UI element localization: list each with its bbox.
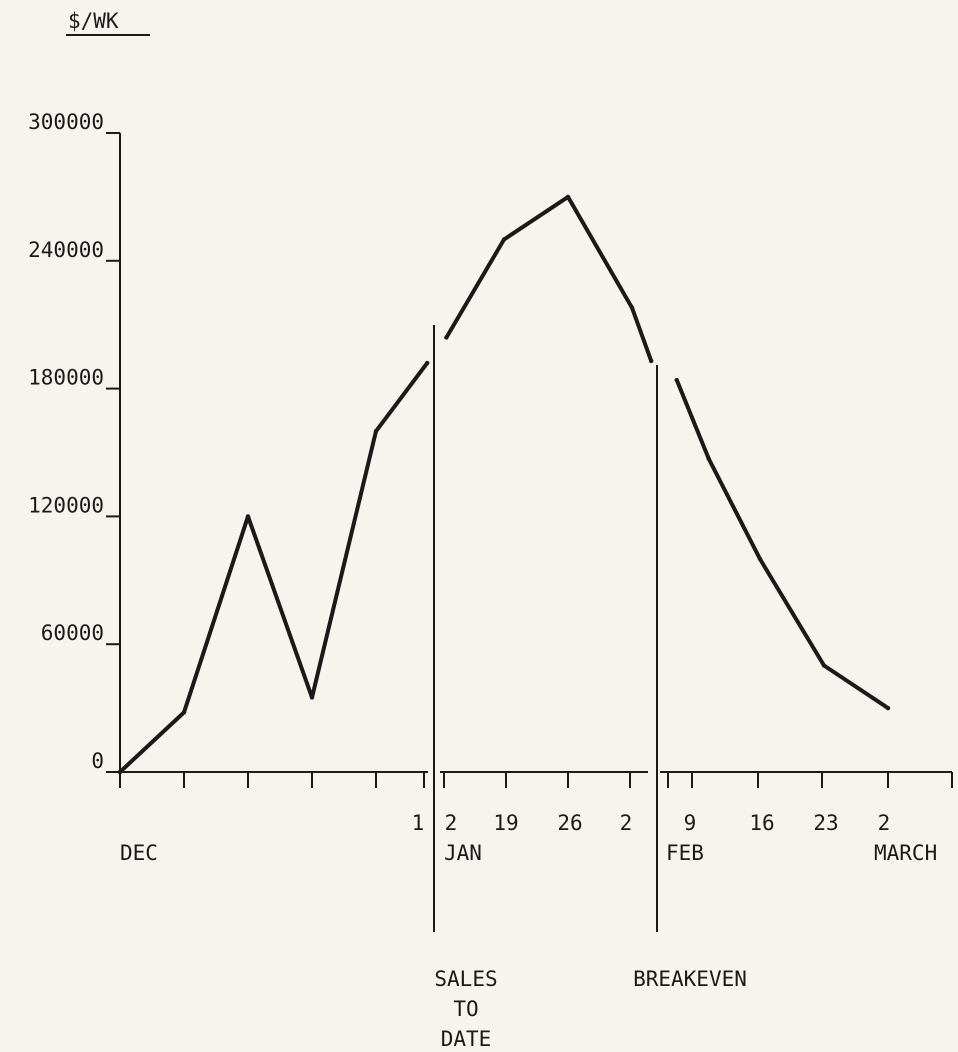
series-line-segment-3: [674, 378, 890, 711]
data-point: [181, 710, 187, 715]
y-tick-label: 0: [91, 749, 104, 773]
y-tick-label: 120000: [28, 493, 104, 517]
x-tick-label: 16: [749, 811, 774, 835]
x-tick-label: 2: [445, 811, 458, 835]
annotation-label: TO: [453, 997, 478, 1021]
y-tick-label: 60000: [41, 621, 104, 645]
month-label: JAN: [444, 841, 482, 865]
data-point: [565, 194, 571, 200]
annotation-label: DATE: [441, 1027, 492, 1051]
data-point: [245, 514, 251, 519]
series-line-segment-2: [444, 194, 654, 363]
month-label: MARCH: [874, 841, 937, 865]
x-tick-label: 1: [412, 811, 425, 835]
y-tick-label: 180000: [28, 366, 104, 390]
data-point: [885, 705, 891, 711]
x-tick-label: 23: [813, 811, 838, 835]
data-point: [117, 769, 123, 775]
axes: [106, 132, 953, 788]
x-tick-label: 2: [878, 811, 891, 835]
data-point: [444, 335, 449, 340]
data-point: [309, 695, 315, 700]
plot-area: [117, 194, 891, 932]
y-axis-label: $/WK: [68, 9, 119, 33]
month-label: FEB: [666, 841, 704, 865]
data-point: [674, 377, 679, 383]
data-point: [649, 358, 654, 364]
y-tick-label: 240000: [28, 238, 104, 262]
x-tick-label: 9: [684, 811, 697, 835]
series-line-segment-1: [118, 361, 430, 774]
data-point: [501, 237, 507, 242]
data-point: [425, 360, 430, 366]
annotation-label: BREAKEVEN: [633, 967, 747, 991]
month-label: DEC: [120, 841, 158, 865]
y-tick-label: 300000: [28, 110, 104, 134]
data-point: [757, 556, 763, 562]
data-point: [373, 429, 379, 434]
x-tick-label: 19: [493, 811, 518, 835]
x-tick-label: 26: [557, 811, 582, 835]
data-point: [821, 663, 827, 668]
data-point: [629, 305, 635, 310]
x-tick-label: 2: [620, 811, 633, 835]
annotation-label: SALES: [434, 967, 497, 991]
data-point: [706, 456, 711, 462]
